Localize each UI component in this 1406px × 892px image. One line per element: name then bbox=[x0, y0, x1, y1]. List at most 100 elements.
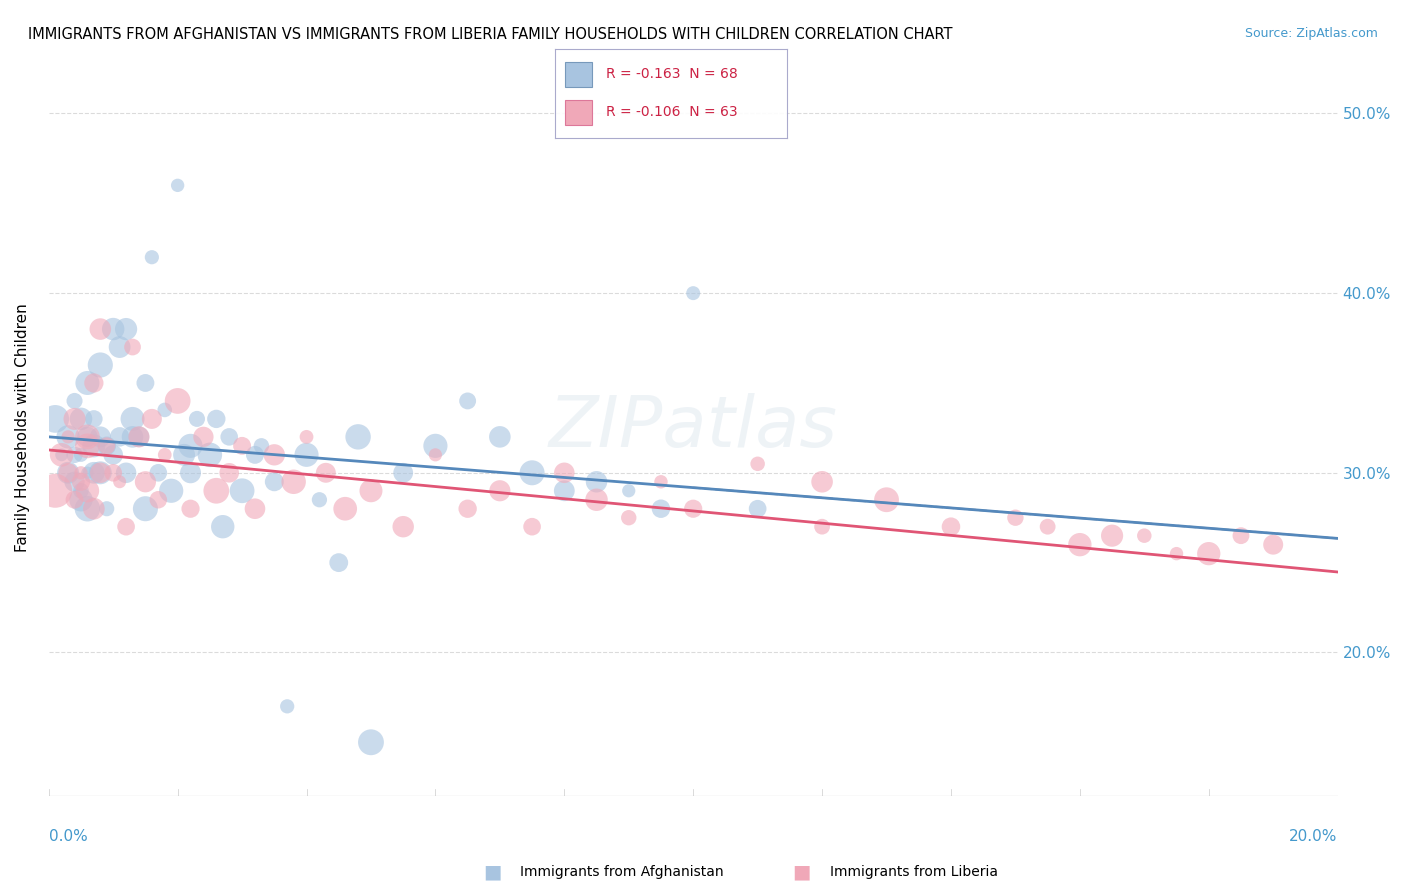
Point bbox=[148, 466, 170, 480]
Point bbox=[283, 475, 305, 489]
Point bbox=[425, 439, 447, 453]
Point bbox=[186, 412, 208, 426]
Text: R = -0.106  N = 63: R = -0.106 N = 63 bbox=[606, 105, 738, 120]
Point bbox=[134, 501, 156, 516]
Point bbox=[148, 492, 170, 507]
Point bbox=[231, 439, 253, 453]
Point bbox=[295, 430, 318, 444]
Point bbox=[70, 483, 93, 498]
Point bbox=[89, 430, 111, 444]
Point bbox=[392, 466, 415, 480]
Point bbox=[173, 448, 195, 462]
Point bbox=[115, 519, 138, 533]
Point bbox=[811, 475, 834, 489]
Point bbox=[63, 492, 86, 507]
Point bbox=[457, 501, 479, 516]
Point bbox=[489, 430, 512, 444]
Point bbox=[89, 466, 111, 480]
Point bbox=[153, 448, 176, 462]
Point bbox=[1133, 529, 1156, 543]
Text: Immigrants from Afghanistan: Immigrants from Afghanistan bbox=[520, 865, 724, 880]
Point bbox=[115, 466, 138, 480]
Point bbox=[585, 475, 607, 489]
Point bbox=[425, 448, 447, 462]
Point bbox=[1004, 510, 1026, 524]
Point bbox=[83, 466, 105, 480]
Point bbox=[108, 430, 131, 444]
Text: ■: ■ bbox=[792, 863, 811, 882]
Point bbox=[747, 501, 769, 516]
Point bbox=[115, 322, 138, 336]
Point bbox=[96, 439, 118, 453]
Point bbox=[650, 475, 672, 489]
Point bbox=[83, 439, 105, 453]
Point bbox=[1198, 547, 1220, 561]
Point bbox=[134, 376, 156, 390]
Point bbox=[1069, 538, 1091, 552]
Point bbox=[489, 483, 512, 498]
Point bbox=[520, 466, 543, 480]
Point bbox=[128, 430, 150, 444]
Point bbox=[180, 439, 202, 453]
Point bbox=[276, 699, 298, 714]
Point bbox=[1166, 547, 1188, 561]
Point bbox=[263, 448, 285, 462]
Point bbox=[70, 448, 93, 462]
Point bbox=[193, 430, 215, 444]
Point bbox=[76, 439, 98, 453]
Point bbox=[243, 448, 266, 462]
Point bbox=[295, 448, 318, 462]
Point bbox=[585, 492, 607, 507]
Point bbox=[682, 286, 704, 301]
Point bbox=[103, 448, 125, 462]
Point bbox=[153, 403, 176, 417]
Point bbox=[76, 376, 98, 390]
Point bbox=[63, 448, 86, 462]
Point bbox=[205, 483, 228, 498]
Point bbox=[70, 466, 93, 480]
Y-axis label: Family Households with Children: Family Households with Children bbox=[15, 303, 30, 552]
Point bbox=[328, 556, 350, 570]
Point bbox=[63, 393, 86, 408]
Point bbox=[83, 501, 105, 516]
Point bbox=[128, 430, 150, 444]
Point bbox=[89, 358, 111, 372]
Point bbox=[347, 430, 370, 444]
Point bbox=[56, 466, 79, 480]
Point bbox=[617, 510, 640, 524]
Point bbox=[939, 519, 962, 533]
Point bbox=[682, 501, 704, 516]
Point bbox=[76, 430, 98, 444]
Point bbox=[56, 430, 79, 444]
Point bbox=[166, 178, 188, 193]
Point bbox=[553, 466, 575, 480]
Point bbox=[160, 483, 183, 498]
Point bbox=[211, 519, 233, 533]
Point bbox=[70, 412, 93, 426]
Point bbox=[180, 501, 202, 516]
Point bbox=[96, 501, 118, 516]
Point bbox=[263, 475, 285, 489]
Point bbox=[360, 735, 382, 749]
Point bbox=[76, 501, 98, 516]
Point bbox=[70, 475, 93, 489]
Point bbox=[103, 322, 125, 336]
Point bbox=[218, 430, 240, 444]
Point bbox=[141, 250, 163, 264]
Point bbox=[76, 466, 98, 480]
Point bbox=[51, 448, 73, 462]
Point bbox=[63, 412, 86, 426]
Point bbox=[121, 430, 143, 444]
Text: 0.0%: 0.0% bbox=[49, 829, 87, 844]
Text: Immigrants from Liberia: Immigrants from Liberia bbox=[830, 865, 997, 880]
Text: ZIPatlas: ZIPatlas bbox=[548, 393, 838, 462]
Point bbox=[44, 412, 66, 426]
Point bbox=[392, 519, 415, 533]
Point bbox=[51, 448, 73, 462]
Point bbox=[360, 483, 382, 498]
Point bbox=[243, 501, 266, 516]
Text: R = -0.163  N = 68: R = -0.163 N = 68 bbox=[606, 67, 738, 81]
Point bbox=[1101, 529, 1123, 543]
Bar bbox=[565, 62, 592, 87]
Point bbox=[56, 466, 79, 480]
